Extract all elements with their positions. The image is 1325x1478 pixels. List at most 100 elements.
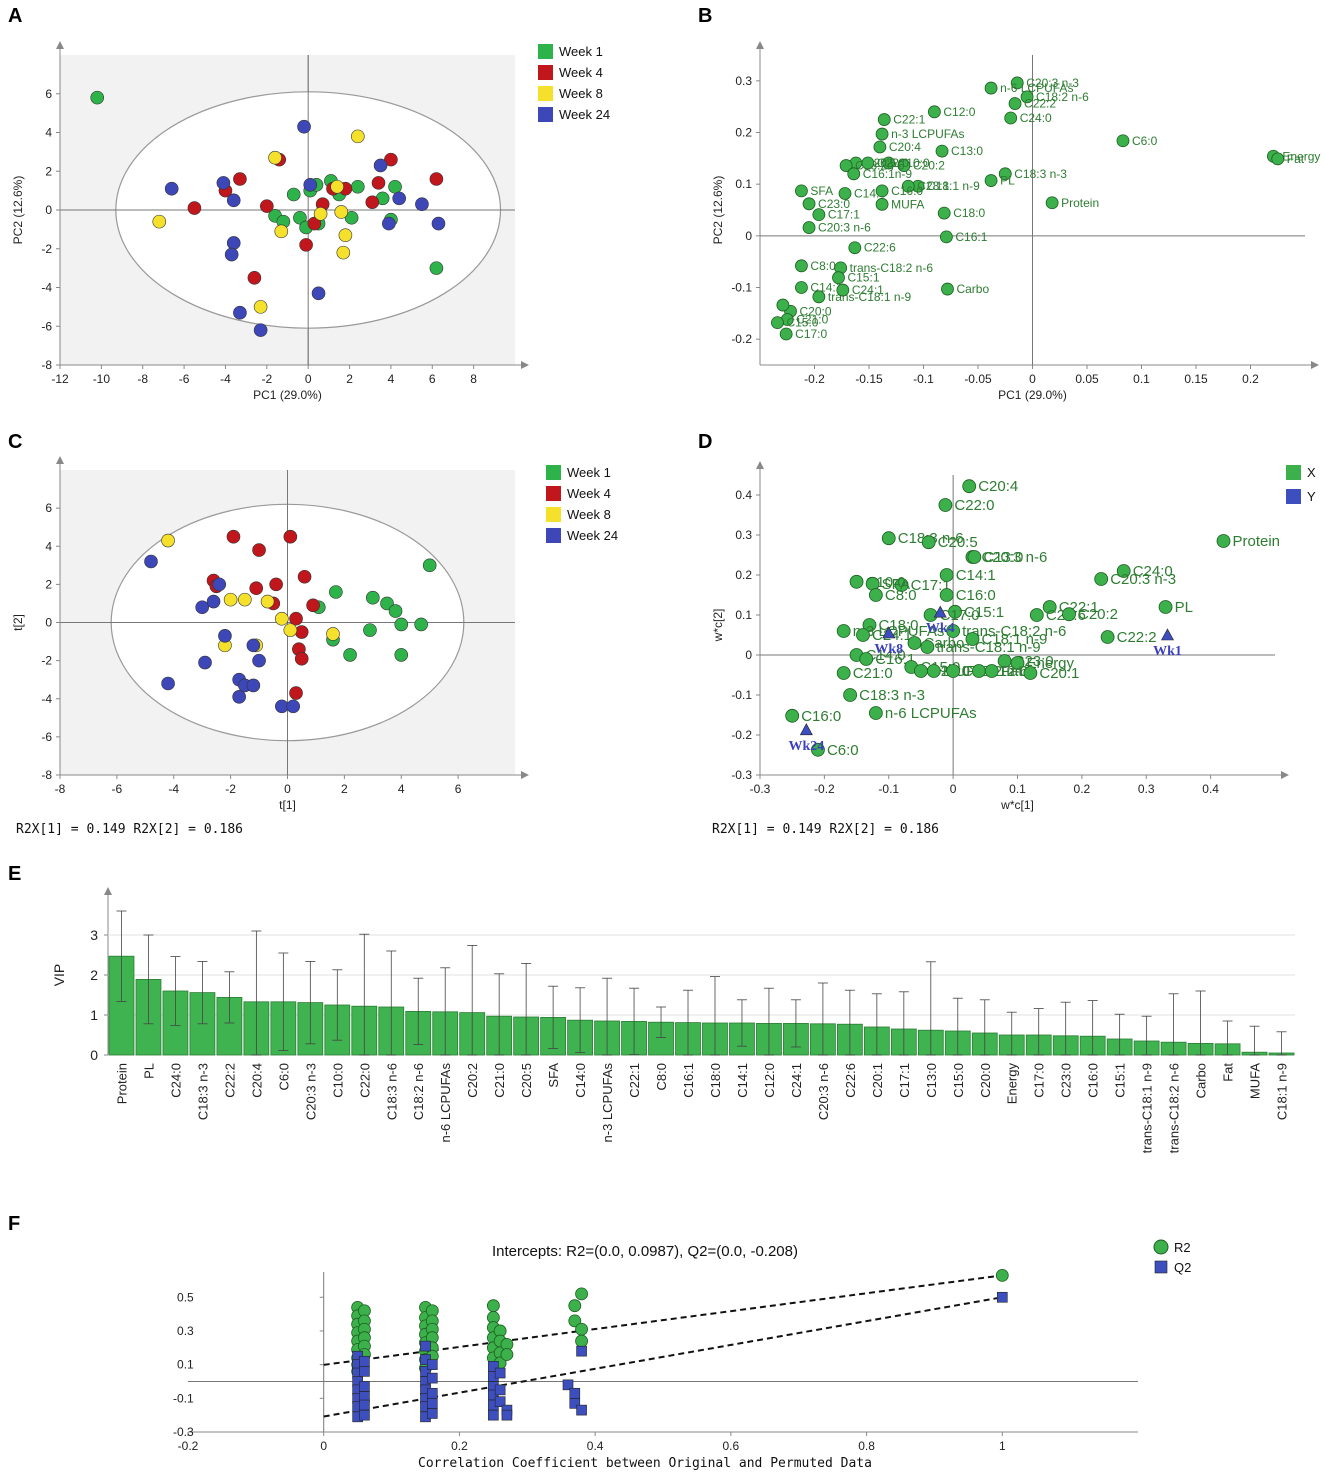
loading-point	[875, 197, 889, 211]
x-weight-point	[971, 664, 986, 678]
x-weight-label: C22:0	[954, 497, 994, 514]
x-tick-label: -4	[168, 782, 179, 796]
legend-q2-marker	[1154, 1260, 1168, 1274]
y-axis-title: VIP	[51, 964, 67, 987]
score-point	[233, 305, 247, 320]
category-label: C14:0	[573, 1063, 588, 1098]
x-weight-point	[938, 498, 953, 512]
score-point	[289, 611, 303, 626]
category-label: C17:1	[897, 1063, 912, 1098]
category-label: C20:3 n-6	[816, 1063, 831, 1120]
loading-point	[802, 221, 816, 234]
score-point	[384, 152, 398, 167]
x-axis-title: PC1 (29.0%)	[253, 388, 322, 402]
y-tick-label: 0.2	[735, 568, 752, 582]
score-point	[343, 648, 357, 662]
score-point	[351, 179, 365, 194]
legend-swatch	[538, 107, 553, 122]
loading-label: C8:0	[810, 259, 836, 273]
legend-label: Week 4	[567, 486, 611, 501]
score-point	[286, 187, 301, 202]
y-weight-point	[799, 723, 813, 736]
x-tick-label: -8	[55, 782, 66, 796]
y-axis-title: t[2]	[11, 614, 25, 631]
score-point	[161, 676, 175, 691]
score-point	[366, 590, 380, 605]
category-label: C18:3 n-3	[195, 1063, 210, 1120]
x-weight-label: C12:0	[988, 663, 1028, 680]
score-point	[253, 300, 268, 314]
y-tick-label: 0.3	[735, 528, 752, 542]
loading-point	[928, 105, 941, 119]
loading-label: C6:0	[1132, 134, 1158, 148]
y-weight-point	[933, 605, 947, 618]
x-weight-point	[1216, 534, 1231, 548]
x-weight-label: C20:2	[1078, 606, 1118, 623]
score-point	[252, 543, 266, 557]
x-axis-title: t[1]	[279, 798, 296, 812]
score-point	[431, 216, 446, 231]
y-axis-title: w*c[2]	[711, 609, 725, 643]
loading-label: C21:0	[796, 313, 828, 327]
score-point	[216, 176, 231, 190]
loading-label: C24:0	[1020, 111, 1052, 125]
x-tick-label: -10	[93, 372, 111, 386]
y-tick-label: 2	[45, 577, 52, 591]
x-weight-label: C14:0	[866, 647, 906, 664]
score-point	[303, 178, 318, 192]
y-tick-label: 0.5	[177, 1290, 194, 1304]
x-tick-label: 0.8	[858, 1439, 875, 1453]
x-weight-label: C13:0	[983, 549, 1023, 566]
x-axis-arrow	[1311, 361, 1319, 369]
x-axis-title: PC1 (29.0%)	[998, 388, 1067, 402]
x-weight-point	[1116, 564, 1131, 578]
y-tick-label: -8	[41, 358, 52, 372]
loading-point	[812, 290, 826, 304]
category-label: C8:0	[654, 1063, 669, 1090]
score-point	[260, 594, 275, 609]
legend-swatch	[1286, 465, 1301, 480]
category-label: n-6 LCPUFAs	[438, 1063, 453, 1143]
x-weight-point	[1023, 666, 1038, 680]
loading-label: Fat	[1287, 152, 1305, 166]
loading-label: C17:1	[828, 208, 860, 222]
y-tick-label: 6	[45, 87, 52, 101]
panel-label-d: D	[698, 431, 712, 453]
category-label: Fat	[1221, 1063, 1236, 1082]
loading-point	[1116, 134, 1130, 148]
y-tick-label: 0.1	[735, 177, 752, 191]
y-axis-arrow	[56, 456, 64, 464]
score-point	[206, 594, 221, 609]
loading-point	[875, 127, 889, 141]
x-tick-label: -0.1	[878, 782, 899, 796]
loading-point	[861, 156, 875, 170]
category-label: Protein	[114, 1063, 129, 1104]
q2-point	[494, 1367, 506, 1379]
loading-label: MUFA	[891, 197, 924, 211]
chart-b: -0.2 -0.15 -0.1 -0.05 0 0.05 0.1 0.15 0.2 -0.2 -0.…	[711, 41, 1320, 402]
score-point	[274, 224, 289, 239]
x-tick-label: 0.2	[1074, 782, 1091, 796]
loading-label: C20:3 n-3	[1026, 76, 1079, 90]
y-weight-label: Wk8	[874, 642, 903, 657]
score-point	[289, 686, 303, 700]
y-tick-label: -2	[41, 242, 52, 256]
score-point	[283, 623, 298, 637]
x-weight-point	[965, 632, 980, 646]
score-point	[326, 627, 340, 641]
x-weight-label: C20:3 n-6	[981, 549, 1047, 566]
x-weight-point	[967, 550, 982, 564]
score-point	[283, 529, 298, 544]
q2-point	[576, 1345, 587, 1357]
category-label: SFA	[546, 1063, 561, 1088]
loading-label: n-3 LCPUFAs	[891, 127, 964, 141]
legend-label: Q2	[1174, 1260, 1191, 1275]
x-weight-label: C16:0	[956, 587, 996, 604]
r2-point	[500, 1348, 514, 1361]
legend-swatch	[538, 65, 553, 80]
panel-label-b: B	[698, 5, 712, 27]
loading-point	[901, 179, 915, 193]
x-weight-label: C21:0	[853, 665, 893, 682]
x-weight-point	[856, 628, 870, 642]
